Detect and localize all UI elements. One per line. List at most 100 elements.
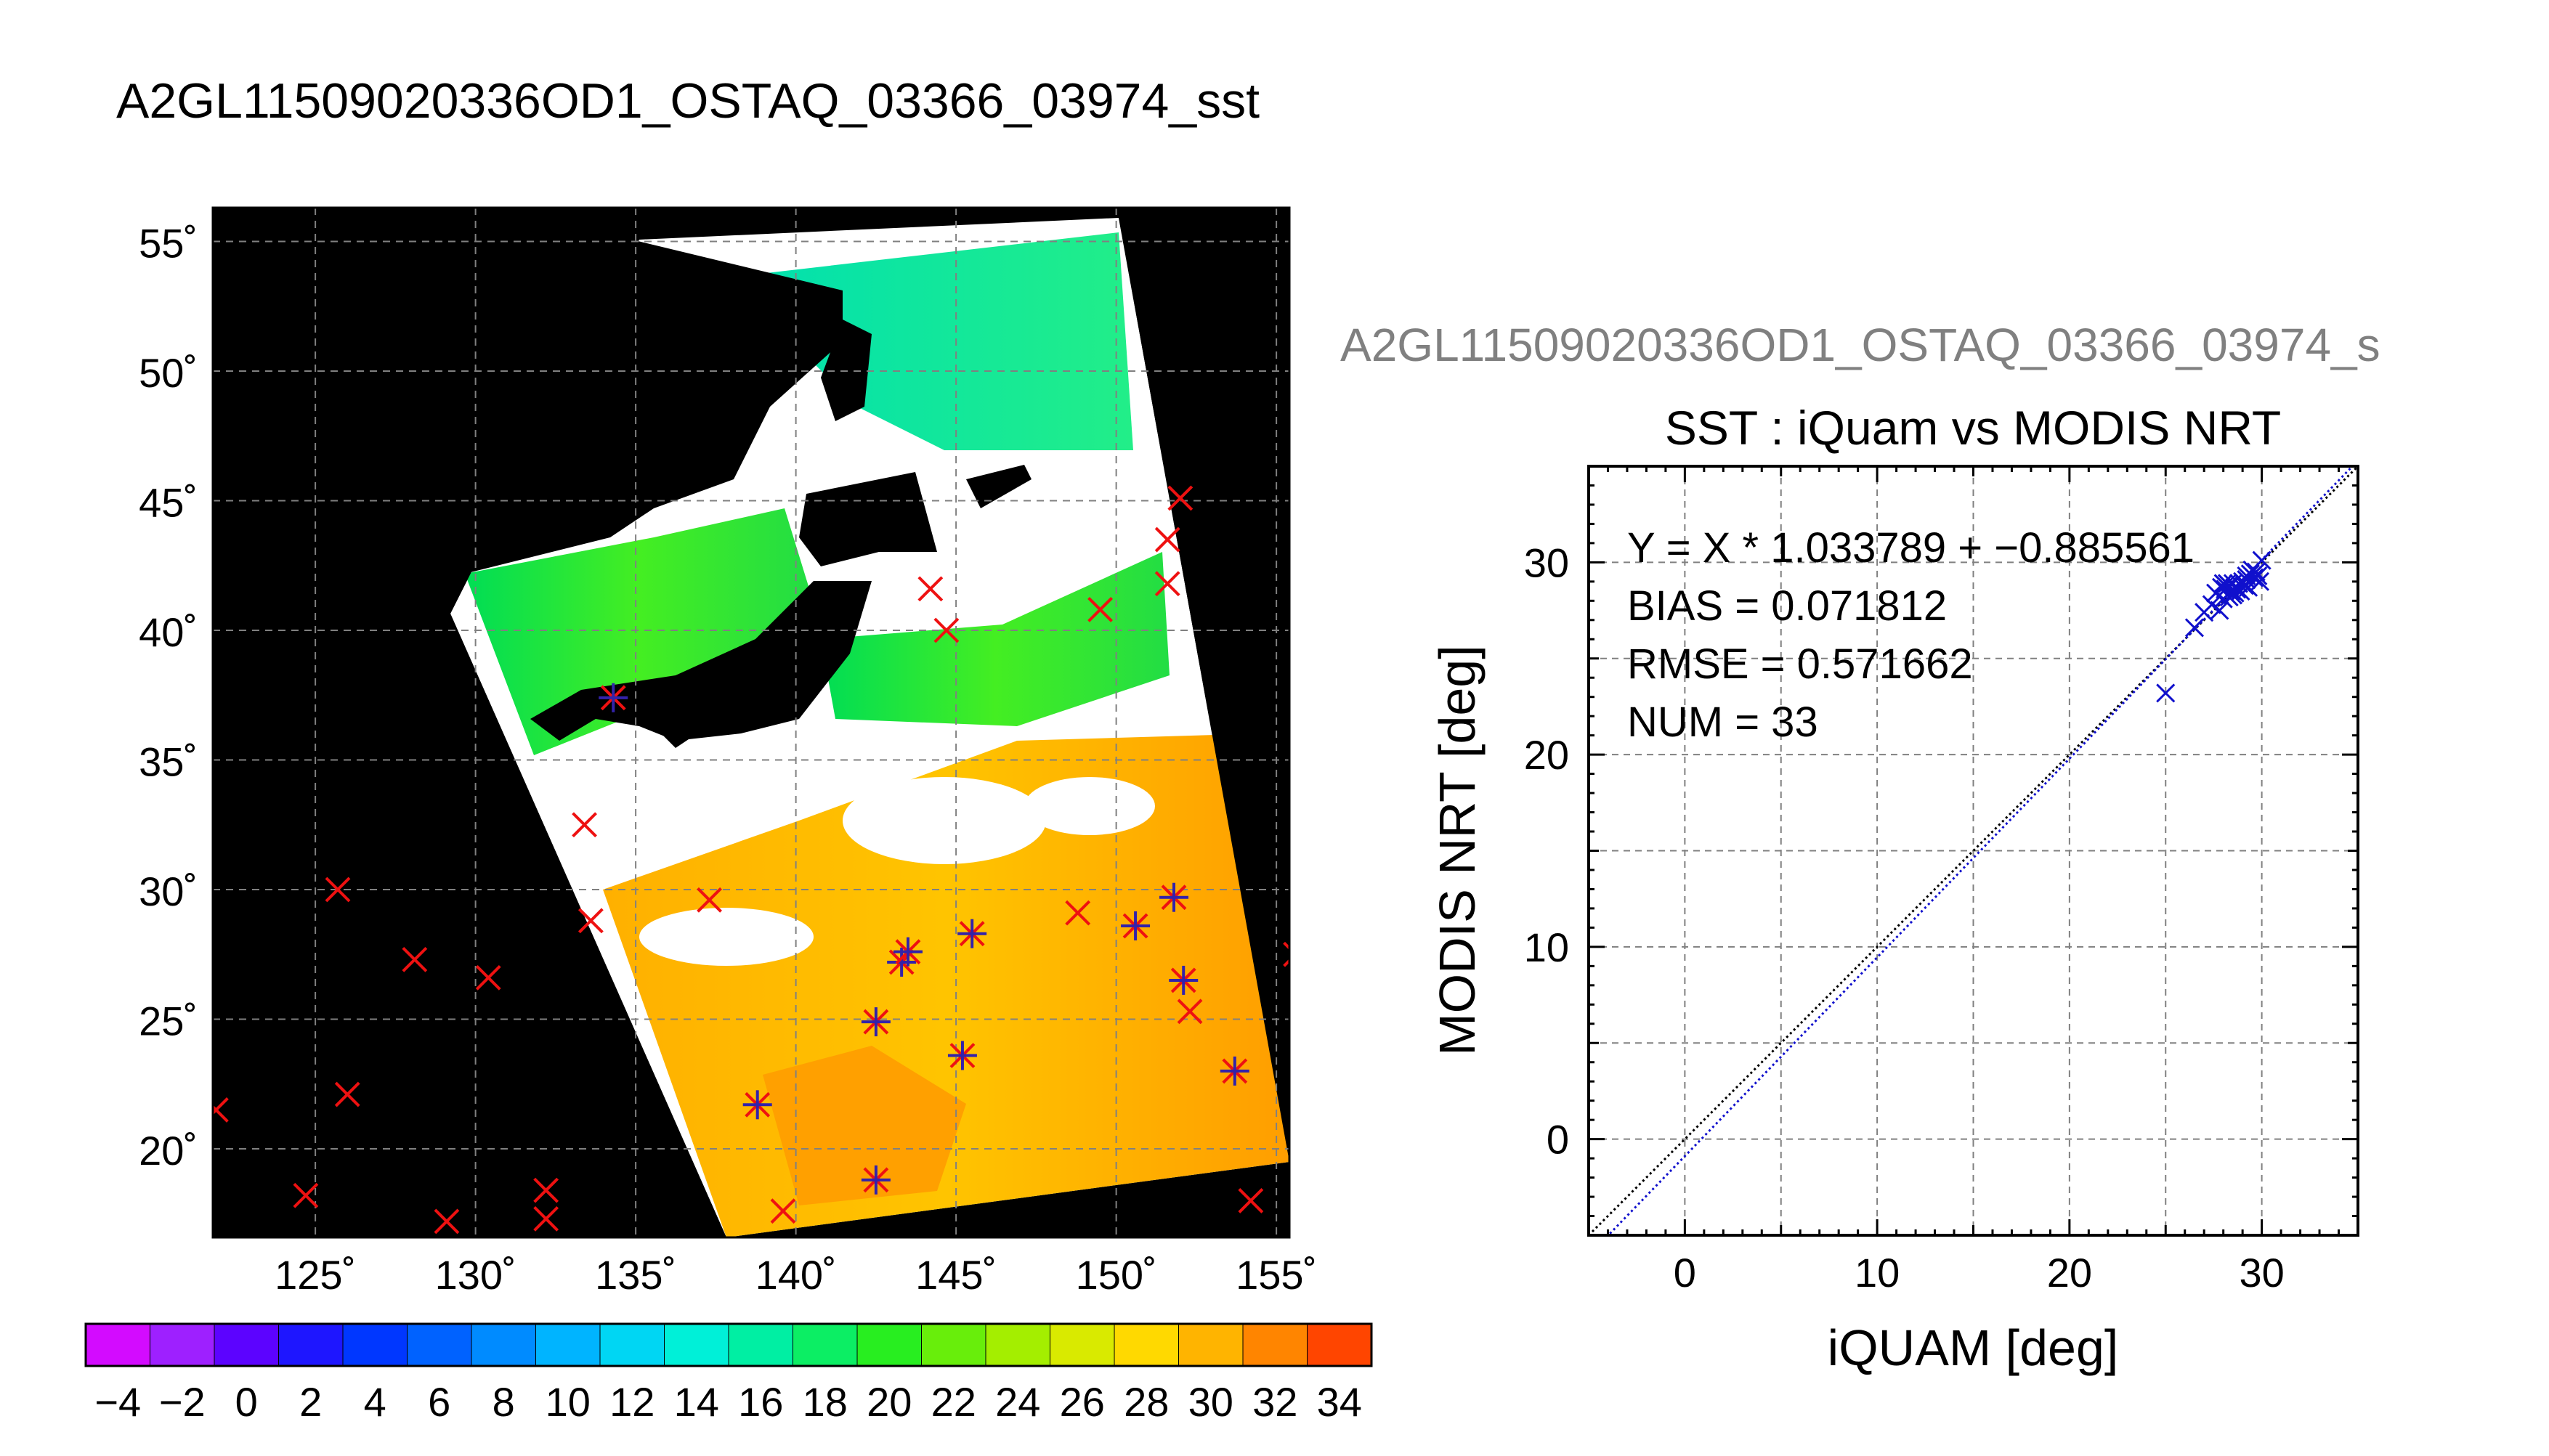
map-frame — [211, 206, 1291, 1239]
scatter-plot: 0 10 20 30 0 10 20 30 Y = X * 1.033789 + −0.88… — [1429, 465, 2359, 1376]
lat-tick-label: 25˚ — [139, 999, 198, 1044]
x-tick-label: 20 — [2047, 1250, 2092, 1296]
colorbar-tick-label: 18 — [803, 1379, 848, 1425]
swath-mask-right — [1119, 208, 1289, 1162]
scatter-point — [2237, 566, 2256, 585]
buoy-marker-matched — [957, 919, 987, 948]
buoy-marker-matched — [1169, 965, 1199, 995]
buoy-marker-matched — [1121, 911, 1151, 940]
y-tick-label: 30 — [1524, 540, 1569, 585]
buoy-marker-matched — [893, 937, 923, 967]
point-stroke — [2250, 572, 2270, 591]
buoy-marker — [933, 617, 960, 643]
lon-tick-label: 140˚ — [755, 1252, 837, 1298]
lon-tick-label: 150˚ — [1076, 1252, 1157, 1298]
lon-tick-label: 130˚ — [435, 1252, 516, 1298]
regression-stats: Y = X * 1.033789 + −0.885561 BIAS = 0.071… — [1627, 524, 2195, 746]
stat-line: Y = X * 1.033789 + −0.885561 — [1627, 524, 2195, 572]
swath-mask-left — [213, 208, 726, 1237]
scatter-point — [2246, 562, 2266, 582]
buoy-marker — [293, 1182, 319, 1208]
point-stroke — [2252, 550, 2272, 570]
y-tick-label: 10 — [1524, 924, 1569, 970]
buoy-marker-matched — [599, 683, 628, 712]
colorbar-tick-label: 30 — [1188, 1379, 1233, 1425]
colorbar-cell — [921, 1323, 986, 1367]
buoy-marker — [917, 576, 944, 602]
buoy-marker-matched — [1159, 882, 1188, 912]
scatter-point — [2156, 683, 2176, 703]
colorbar-cells — [85, 1323, 1372, 1367]
land-kuril — [966, 465, 1032, 508]
x-tick-label: 30 — [2239, 1250, 2284, 1296]
x-tick-label: 10 — [1855, 1250, 1900, 1296]
y-axis-label: MODIS NRT [deg] — [1429, 645, 1486, 1055]
colorbar-cell — [599, 1323, 665, 1367]
buoy-marker — [402, 946, 428, 972]
scatter-point — [2210, 601, 2229, 620]
colorbar-tick-label: 4 — [364, 1379, 386, 1425]
point-stroke — [2244, 568, 2264, 587]
land-shikoku — [654, 726, 697, 748]
buoy-marker-matched — [861, 1165, 891, 1195]
point-stroke — [2246, 562, 2266, 582]
marker-stroke — [917, 576, 944, 602]
marker-stroke — [1238, 1187, 1264, 1213]
point-stroke — [2237, 566, 2256, 585]
cloud-patch — [639, 908, 814, 966]
marker-stroke — [533, 1205, 559, 1232]
lat-tick-label: 30˚ — [139, 869, 198, 914]
marker-stroke — [334, 1081, 360, 1107]
colorbar-tick-label: 2 — [299, 1379, 322, 1425]
sst-warm-patch — [763, 1046, 966, 1205]
x-axis-label: iQUAM [deg] — [1828, 1319, 2119, 1376]
colorbar-labels: −4 −2 0 2 4 6 8 10 12 14 16 18 20 22 24 26 28 30 32 34 — [94, 1379, 1362, 1425]
colorbar-cell — [856, 1323, 923, 1367]
marker-stroke — [1154, 571, 1180, 597]
marker-stroke — [402, 946, 428, 972]
buoy-marker-matched — [947, 1041, 977, 1070]
colorbar-frame — [84, 1322, 1373, 1367]
colorbar-cell — [728, 1323, 794, 1367]
point-stroke — [2156, 683, 2176, 703]
map-swath — [213, 208, 1289, 1237]
page-title: A2GL11509020336OD1_OSTAQ_03366_03974_sst — [116, 73, 1260, 129]
marker-stroke — [1154, 526, 1180, 553]
colorbar-tick-label: 10 — [546, 1379, 591, 1425]
lat-tick-label: 55˚ — [139, 221, 198, 267]
marker-stroke — [1283, 941, 1289, 951]
lat-tick-label: 20˚ — [139, 1128, 198, 1174]
map-grid — [213, 208, 1289, 1237]
buoy-marker-matched — [742, 1090, 772, 1120]
sst-pacific-north — [821, 552, 1170, 726]
chart-title: SST : iQuam vs MODIS NRT — [1665, 401, 2281, 455]
colorbar-tick-label: −4 — [94, 1379, 141, 1425]
colorbar-tick-label: 12 — [609, 1379, 655, 1425]
x-tick-labels: 0 10 20 30 — [1674, 1250, 2285, 1296]
buoy-marker — [1065, 900, 1091, 926]
marker-stroke — [770, 1198, 796, 1224]
buoy-marker-matched — [1220, 1056, 1249, 1086]
marker-stroke — [1177, 999, 1203, 1025]
point-stroke — [2225, 583, 2245, 603]
point-stroke — [2210, 601, 2229, 620]
scatter-point — [2225, 583, 2245, 603]
cloud-patch — [1024, 777, 1155, 835]
colorbar-tick-label: 32 — [1252, 1379, 1297, 1425]
marker-stroke — [475, 964, 501, 991]
colorbar-cell — [471, 1323, 537, 1367]
colorbar-cell — [278, 1323, 344, 1367]
buoy-marker — [697, 887, 722, 913]
land-hokkaido — [799, 472, 937, 566]
buoy-marker — [1283, 941, 1289, 967]
y-tick-label: 20 — [1524, 732, 1569, 778]
stat-line: NUM = 33 — [1627, 699, 1818, 746]
land-asia — [443, 240, 843, 574]
buoy-marker — [213, 1097, 229, 1123]
colorbar-cell — [1178, 1323, 1244, 1367]
colorbar-tick-label: 8 — [493, 1379, 515, 1425]
scatter-points — [2156, 550, 2272, 703]
colorbar-cell — [1114, 1323, 1180, 1367]
sst-colorbar: −4 −2 0 2 4 6 8 10 12 14 16 18 20 22 24 26 28 30 32 34 — [84, 1322, 1373, 1425]
